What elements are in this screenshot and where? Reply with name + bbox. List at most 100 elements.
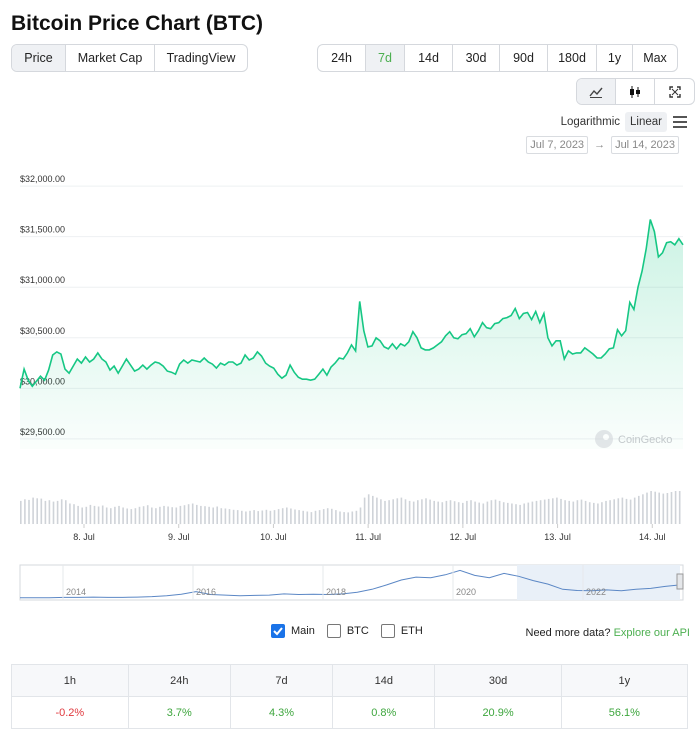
volume-bar — [36, 498, 38, 524]
range-14d-button[interactable]: 14d — [405, 45, 453, 71]
volume-bar — [539, 500, 542, 524]
volume-bar — [310, 512, 313, 524]
volume-bar — [376, 497, 378, 524]
y-tick-label: $32,000.00 — [20, 174, 65, 184]
range-max-button[interactable]: Max — [643, 51, 667, 65]
volume-bar — [531, 501, 534, 524]
volume-bar — [65, 500, 67, 524]
volume-bar — [429, 499, 431, 524]
x-tick-label: 10. Jul — [260, 532, 287, 542]
fullscreen-button[interactable] — [655, 79, 694, 104]
range-1y-button[interactable]: 1y — [597, 45, 633, 71]
volume-bar — [32, 497, 34, 524]
coingecko-watermark: CoinGecko — [595, 430, 672, 448]
volume-bar — [359, 507, 362, 524]
volume-bar — [552, 498, 554, 524]
volume-bar — [625, 498, 628, 524]
volume-bar — [187, 504, 190, 524]
volume-bar — [355, 510, 358, 524]
volume-bar — [326, 508, 329, 524]
range-30d-button[interactable]: 30d — [453, 45, 500, 71]
range-180d-button[interactable]: 180d — [548, 45, 597, 71]
volume-bar — [81, 507, 83, 524]
volume-bar — [384, 500, 386, 524]
range-24h-button[interactable]: 24h — [318, 45, 366, 71]
volume-bar — [89, 504, 92, 524]
header-1y: 1y — [560, 664, 689, 697]
scale-selector: Logarithmic Linear — [556, 112, 687, 132]
volume-bar — [220, 508, 223, 524]
volume-bar — [69, 503, 71, 524]
volume-bar — [204, 506, 206, 524]
volume-bar — [118, 505, 120, 525]
volume-bar — [232, 509, 235, 524]
volume-bar — [257, 511, 259, 524]
volume-bar — [122, 507, 124, 524]
change-24h: 3.7% — [127, 696, 231, 729]
tab-price[interactable]: Price — [12, 45, 66, 71]
volume-bar — [24, 499, 26, 525]
volume-bars — [20, 491, 681, 525]
volume-bar — [560, 498, 562, 524]
volume-bar — [568, 500, 570, 524]
volume-bar — [224, 508, 227, 524]
header-7d: 7d — [229, 664, 334, 697]
menu-icon[interactable] — [673, 116, 687, 128]
volume-bar — [318, 510, 321, 524]
tab-market-cap[interactable]: Market Cap — [66, 45, 155, 71]
candlestick-button[interactable] — [616, 79, 655, 104]
chart-view-toggle — [576, 78, 695, 105]
volume-bar — [294, 509, 296, 524]
navigator-year-label: 2022 — [586, 587, 606, 597]
volume-bar — [28, 499, 30, 524]
price-line — [19, 219, 684, 389]
explore-api-link[interactable]: Explore our API — [613, 627, 690, 639]
linear-option[interactable]: Linear — [625, 112, 667, 132]
volume-bar — [347, 512, 349, 524]
volume-bar — [523, 503, 525, 524]
volume-bar — [584, 500, 587, 524]
volume-bar — [507, 502, 509, 524]
volume-bar — [298, 510, 300, 524]
volume-bar — [404, 499, 407, 525]
fullscreen-icon — [668, 85, 681, 98]
y-tick-label: $30,500.00 — [20, 326, 65, 336]
logarithmic-option[interactable]: Logarithmic — [560, 116, 621, 128]
volume-bar — [142, 506, 145, 524]
volume-bar — [670, 492, 673, 524]
eth-series-checkbox[interactable]: ETH — [380, 624, 423, 638]
volume-bar — [658, 492, 660, 524]
volume-bar — [408, 500, 411, 524]
volume-bar — [146, 505, 149, 524]
price-chart[interactable]: $32,000.00 $31,500.00 $31,000.00 $30,500.00… — [0, 160, 697, 605]
volume-bar — [666, 493, 669, 524]
volume-bar — [277, 509, 280, 524]
range-7d-button[interactable]: 7d — [366, 45, 405, 71]
date-to-input[interactable]: Jul 14, 2023 — [611, 136, 679, 154]
volume-bar — [449, 500, 452, 524]
navigator-year-label: 2014 — [66, 587, 86, 597]
tab-tradingview[interactable]: TradingView — [166, 51, 236, 65]
volume-bar — [241, 510, 243, 524]
volume-bar — [462, 502, 464, 524]
volume-bar — [466, 500, 468, 524]
volume-bar — [388, 500, 390, 524]
volume-bar — [265, 509, 268, 524]
volume-bar — [494, 499, 497, 524]
line-chart-button[interactable] — [577, 79, 616, 104]
volume-bar — [40, 498, 43, 524]
volume-bar — [290, 508, 292, 524]
range-90d-button[interactable]: 90d — [500, 45, 548, 71]
date-from-input[interactable]: Jul 7, 2023 — [526, 136, 589, 154]
checkbox-empty-icon — [380, 624, 395, 638]
volume-bar — [441, 502, 444, 524]
range-navigator[interactable]: 2014 2016 2018 2020 2022 — [19, 564, 684, 601]
btc-series-checkbox[interactable]: BTC — [326, 624, 369, 638]
volume-bar — [249, 510, 251, 524]
navigator-handle[interactable] — [676, 573, 684, 590]
arrow-right-icon: → — [594, 139, 606, 151]
volume-bar — [445, 500, 448, 524]
volume-bar — [556, 497, 558, 524]
main-series-checkbox[interactable]: Main — [271, 624, 315, 638]
api-promo-text: Need more data? — [525, 627, 614, 639]
